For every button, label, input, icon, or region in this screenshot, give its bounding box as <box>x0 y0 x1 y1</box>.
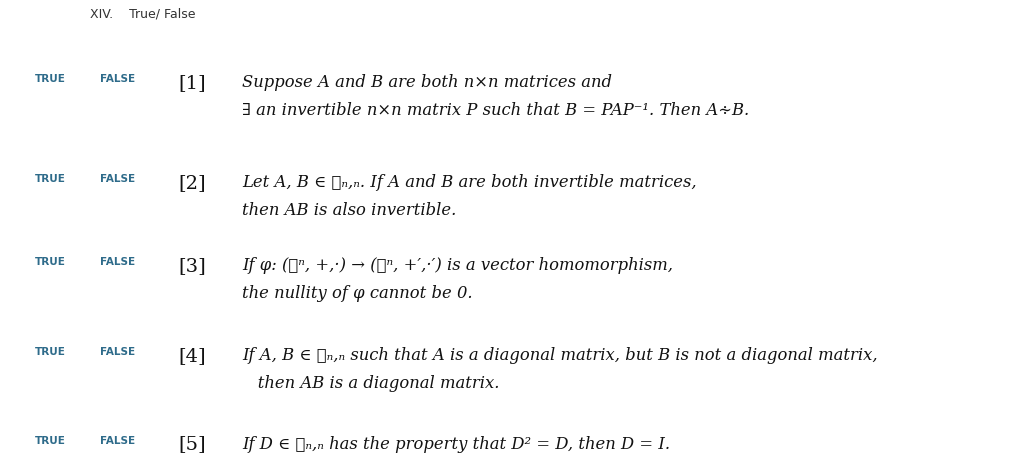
Text: TRUE: TRUE <box>35 257 66 267</box>
Text: Suppose A and B are both n×n matrices and: Suppose A and B are both n×n matrices an… <box>242 74 612 91</box>
Text: TRUE: TRUE <box>35 174 66 184</box>
Text: TRUE: TRUE <box>35 74 66 84</box>
Text: If D ∈ ℰₙ,ₙ has the property that D² = D, then D = I.: If D ∈ ℰₙ,ₙ has the property that D² = D… <box>242 436 670 453</box>
Text: Let A, B ∈ ℰₙ,ₙ. If A and B are both invertible matrices,: Let A, B ∈ ℰₙ,ₙ. If A and B are both inv… <box>242 174 696 191</box>
Text: [5]: [5] <box>178 436 206 454</box>
Text: [2]: [2] <box>178 174 206 192</box>
Text: FALSE: FALSE <box>100 347 135 357</box>
Text: [4]: [4] <box>178 347 206 366</box>
Text: FALSE: FALSE <box>100 257 135 267</box>
Text: If φ: (ℝⁿ, +,·) → (ℝⁿ, +′,·′) is a vector homomorphism,: If φ: (ℝⁿ, +,·) → (ℝⁿ, +′,·′) is a vecto… <box>242 257 673 274</box>
Text: the nullity of φ cannot be 0.: the nullity of φ cannot be 0. <box>242 285 473 302</box>
Text: TRUE: TRUE <box>35 436 66 446</box>
Text: FALSE: FALSE <box>100 74 135 84</box>
Text: If A, B ∈ ℰₙ,ₙ such that A is a diagonal matrix, but B is not a diagonal matrix,: If A, B ∈ ℰₙ,ₙ such that A is a diagonal… <box>242 347 878 365</box>
Text: then AB is also invertible.: then AB is also invertible. <box>242 202 457 219</box>
Text: XIV.    True/ False: XIV. True/ False <box>90 7 196 20</box>
Text: [3]: [3] <box>178 257 206 275</box>
Text: ∃ an invertible n×n matrix P such that B = PAP⁻¹. Then A∻B.: ∃ an invertible n×n matrix P such that B… <box>242 102 750 119</box>
Text: FALSE: FALSE <box>100 436 135 446</box>
Text: [1]: [1] <box>178 74 206 92</box>
Text: TRUE: TRUE <box>35 347 66 357</box>
Text: FALSE: FALSE <box>100 174 135 184</box>
Text: then AB is a diagonal matrix.: then AB is a diagonal matrix. <box>242 376 500 393</box>
